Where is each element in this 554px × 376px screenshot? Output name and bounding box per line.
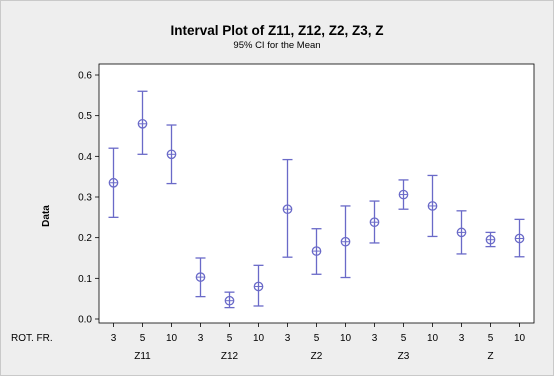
y-tick-label: 0.1 — [78, 274, 92, 285]
x-tick-label: 3 — [198, 333, 204, 344]
x-tick-label: 3 — [459, 333, 465, 344]
interval-Z11-10 — [166, 124, 177, 185]
x-tick-label: 10 — [427, 333, 439, 344]
group-label: Z3 — [398, 351, 410, 362]
x-tick-label: 3 — [111, 333, 117, 344]
group-label: Z11 — [134, 351, 151, 362]
y-tick-label: 0.6 — [78, 71, 92, 82]
x-tick-label: 10 — [166, 333, 178, 344]
x-row-label: ROT. FR. — [11, 333, 53, 344]
interval-Z11-5 — [137, 90, 148, 155]
interval-Z12-3 — [195, 257, 206, 298]
interval-Z3-3 — [369, 200, 380, 244]
y-tick-label: 0.0 — [78, 315, 92, 326]
x-tick-label: 5 — [227, 333, 233, 344]
x-tick-label: 10 — [253, 333, 265, 344]
intervals — [108, 90, 525, 309]
y-tick-label: 0.4 — [78, 152, 92, 163]
x-tick-label: 5 — [488, 333, 494, 344]
x-tick-label: 5 — [401, 333, 407, 344]
interval-Z11-3 — [108, 147, 119, 218]
x-tick-label: 5 — [314, 333, 320, 344]
interval-Z-5 — [485, 231, 496, 248]
chart-subtitle: 95% CI for the Mean — [233, 40, 320, 51]
interval-Z2-10 — [340, 205, 351, 279]
group-label: Z12 — [221, 351, 239, 362]
y-tick-label: 0.2 — [78, 233, 92, 244]
x-tick-label: 3 — [372, 333, 378, 344]
x-tick-label: 10 — [514, 333, 526, 344]
interval-Z12-5 — [224, 291, 235, 309]
y-axis: 0.0 0.1 0.2 0.3 0.4 0.5 0.6 — [78, 71, 99, 326]
x-tick-label: 10 — [340, 333, 352, 344]
y-tick-label: 0.5 — [78, 111, 92, 122]
interval-Z-3 — [456, 210, 467, 255]
interval-Z3-10 — [427, 174, 438, 238]
interval-Z2-5 — [311, 228, 322, 275]
interval-Z3-5 — [398, 179, 409, 210]
group-label: Z — [487, 351, 493, 362]
x-tick-label: 5 — [140, 333, 146, 344]
x-axis: 3 5 10 Z11 3 5 10 Z12 3 5 10 Z2 3 5 10 Z3 3 5 10 Z — [111, 323, 526, 362]
x-tick-label: 3 — [285, 333, 291, 344]
group-label: Z2 — [311, 351, 323, 362]
interval-Z-10 — [514, 218, 525, 258]
interval-Z2-3 — [282, 158, 293, 258]
chart-title: Interval Plot of Z11, Z12, Z2, Z3, Z — [170, 23, 383, 38]
y-axis-label: Data — [41, 205, 52, 227]
y-tick-label: 0.3 — [78, 193, 92, 204]
plot-area — [98, 63, 535, 324]
interval-Z12-10 — [253, 264, 264, 307]
